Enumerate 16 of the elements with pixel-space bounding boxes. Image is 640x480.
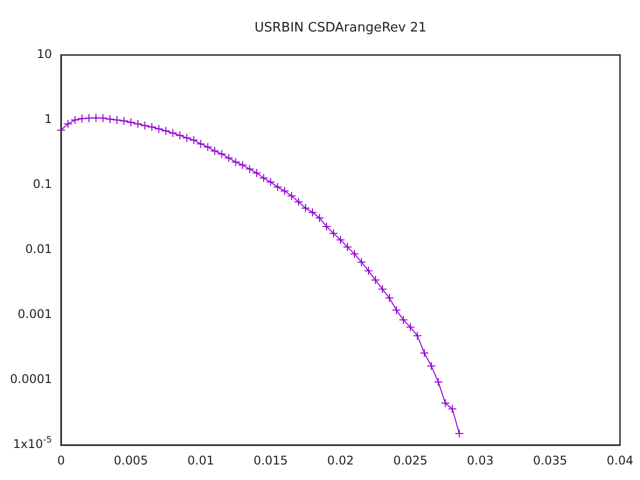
x-tick-label: 0.005 [114,453,148,468]
x-tick-label: 0.025 [393,453,428,468]
y-tick-label: 0.01 [25,242,52,256]
x-tick-label: 0.01 [187,453,214,468]
x-tick-label: 0.035 [532,453,568,468]
y-tick-label: 0.1 [32,177,52,192]
x-tick-label: 0 [57,453,65,468]
chart-title: USRBIN CSDArangeRev 21 [254,20,427,36]
x-tick-label: 0.02 [327,453,354,468]
x-tick-label: 0.03 [466,453,494,468]
x-tick-label: 0.015 [253,453,288,468]
y-tick-label: 0.001 [18,307,52,322]
y-tick-label: 1 [44,112,52,126]
y-tick-label: 0.0001 [10,372,52,386]
y-tick-label: 10 [36,47,52,62]
x-tick-label: 0.04 [606,453,634,468]
